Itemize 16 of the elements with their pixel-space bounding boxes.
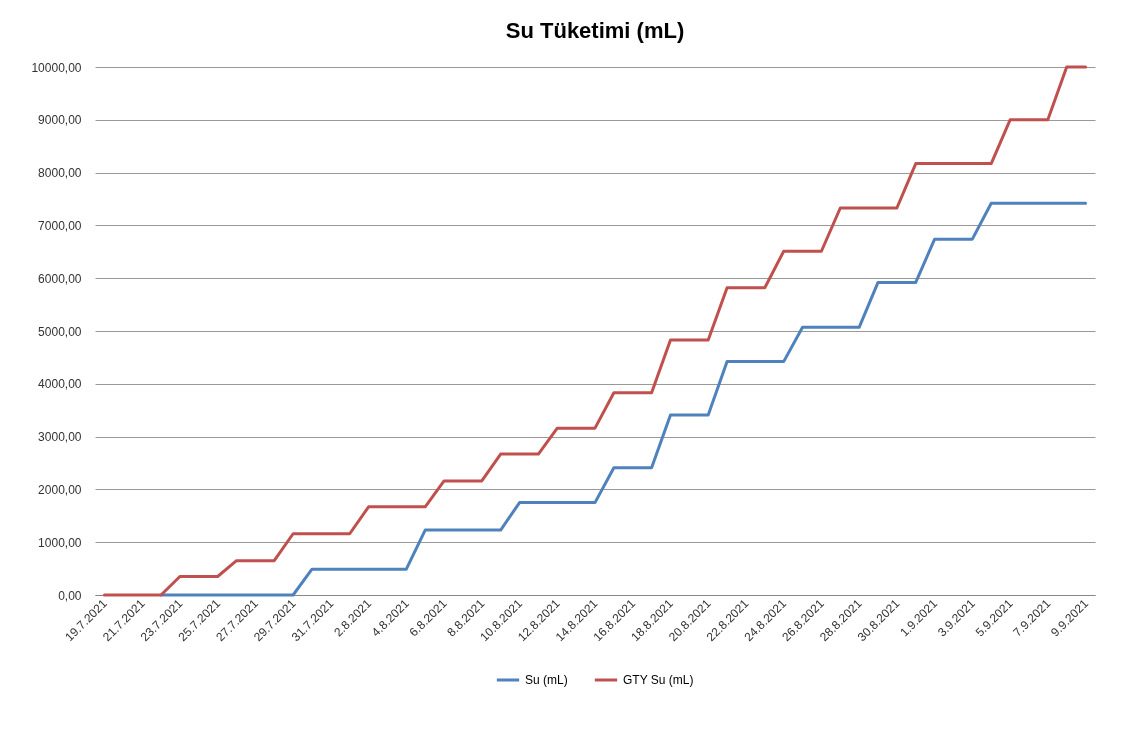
y-tick-label: 6000,00: [38, 271, 82, 286]
y-tick-label: 4000,00: [38, 377, 82, 392]
line-series: [102, 65, 1088, 597]
legend-label: GTY Su (mL): [623, 673, 694, 687]
y-tick-label: 7000,00: [38, 218, 82, 233]
chart-title: Su Tüketimi (mL): [505, 18, 685, 43]
y-tick-label: 10000,00: [31, 60, 82, 75]
y-tick-label: 5000,00: [38, 324, 82, 339]
y-tick-label: 1000,00: [38, 535, 82, 550]
legend-label: Su (mL): [525, 673, 568, 687]
line-series: [159, 201, 1088, 597]
y-tick-label: 0,00: [58, 588, 82, 603]
y-tick-label: 2000,00: [38, 482, 82, 497]
y-tick-label: 8000,00: [38, 166, 82, 181]
y-tick-label: 3000,00: [38, 430, 82, 445]
y-tick-label: 9000,00: [38, 113, 82, 128]
